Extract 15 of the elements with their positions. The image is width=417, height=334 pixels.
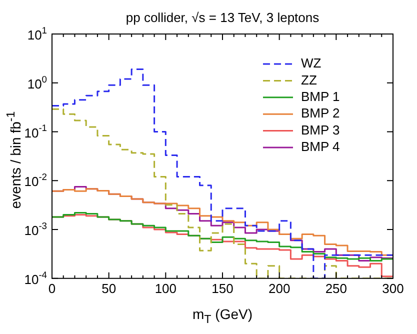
x-tick-label: 150 xyxy=(212,280,234,296)
legend-label: WZ xyxy=(301,56,322,71)
x-tick-label: 300 xyxy=(382,280,404,296)
x-tick-label: 250 xyxy=(325,280,348,296)
legend-label: BMP 3 xyxy=(301,122,340,138)
legend-label: ZZ xyxy=(301,72,317,88)
legend-label: BMP 1 xyxy=(301,88,340,104)
legend-label: BMP 2 xyxy=(301,106,340,121)
chart-title: pp collider, √s = 13 TeV, 3 leptons xyxy=(124,10,320,25)
x-tick-label: 100 xyxy=(154,280,177,296)
x-tick-label: 0 xyxy=(48,280,56,296)
x-axis-title: m$_{T}$ (GeV) xyxy=(191,306,254,326)
x-tick-label: 200 xyxy=(268,280,290,296)
legend-label: BMP 4 xyxy=(301,139,340,154)
x-tick-label: 50 xyxy=(102,280,116,296)
